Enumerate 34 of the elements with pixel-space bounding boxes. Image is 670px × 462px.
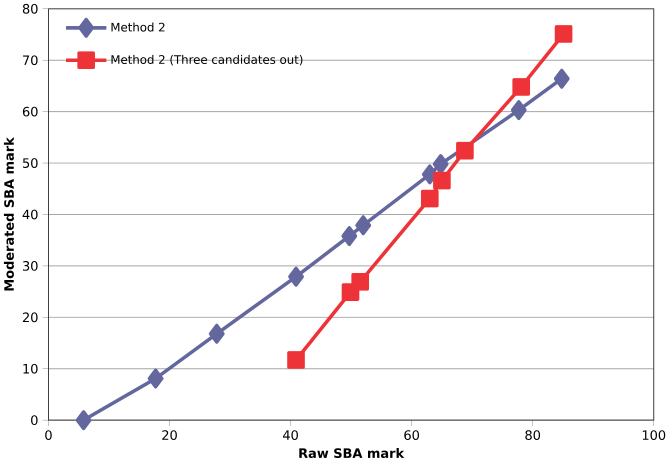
point [355,215,372,236]
point [512,78,530,96]
point [148,368,164,389]
point [287,351,305,369]
y-tick-label: 0 [31,415,38,426]
point [433,172,451,190]
point [351,273,370,291]
y-tick-label: 20 [22,312,38,322]
point [341,226,358,246]
y-tick-label: 40 [22,210,38,220]
y-tick-label: 30 [22,261,38,271]
legend-label: Method 2 (Three candidates out) [112,54,302,66]
point [554,68,570,89]
point [456,142,474,160]
point [288,266,304,287]
point [76,410,92,430]
y-tick-label: 50 [22,158,38,168]
legend-label: Method 2 [112,22,164,32]
point [208,324,225,344]
x-axis-title: Raw SBA mark [299,448,404,458]
x-tick-label: 20 [162,430,177,440]
x-tick-label: 100 [642,430,666,440]
point [554,25,572,43]
y-axis-title: Moderated SBA mark [4,137,14,291]
point [420,190,439,208]
x-tick-label: 40 [282,430,298,440]
y-tick-label: 60 [22,106,38,117]
y-tick-label: 80 [22,4,38,14]
y-tick-label: 10 [23,364,38,374]
point [510,100,527,120]
x-tick-label: 0 [45,430,52,440]
y-tick-label: 70 [23,55,38,66]
x-tick-label: 60 [404,430,419,440]
x-tick-label: 80 [525,430,540,440]
